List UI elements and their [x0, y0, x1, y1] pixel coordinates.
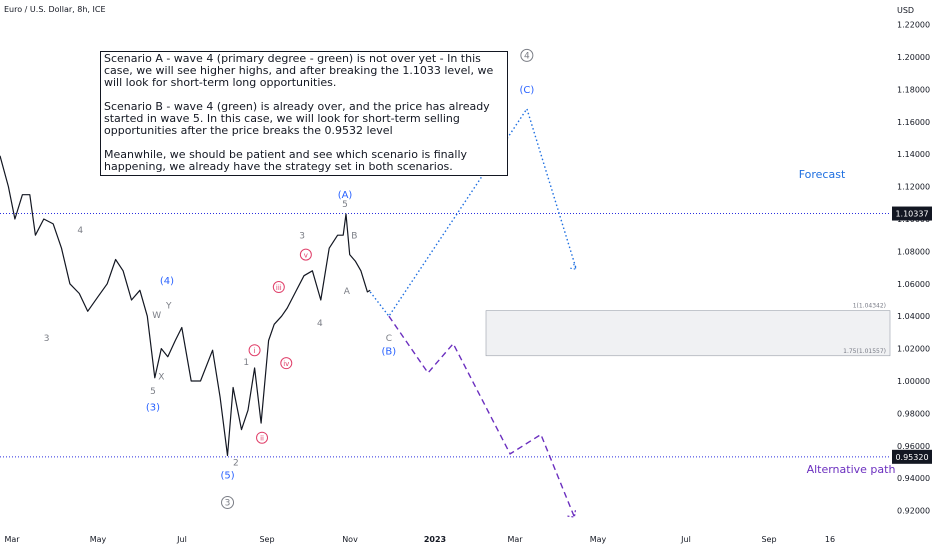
wave-label: v — [304, 251, 308, 259]
scenario-a-text: Scenario A - wave 4 (primary degree - gr… — [104, 52, 494, 89]
symbol-info: Euro / U.S. Dollar, 8h, ICE — [4, 5, 106, 14]
y-tick-label: 1.22000 — [897, 21, 930, 30]
wave-label: (5) — [220, 470, 234, 481]
wave-label: 5 — [150, 387, 156, 397]
wave-label: X — [158, 373, 164, 383]
wave-label-circle — [221, 496, 235, 509]
scenario-note: Scenario A - wave 4 (primary degree - gr… — [100, 51, 508, 176]
y-tick-label: 1.14000 — [897, 150, 930, 159]
y-tick-label: 1.02000 — [897, 345, 930, 354]
wave-label-circle — [280, 357, 293, 370]
wave-label: i — [254, 347, 256, 355]
fib-zone — [485, 310, 891, 357]
wave-label: 3 — [44, 334, 50, 344]
y-tick-label: 0.92000 — [897, 507, 930, 516]
wave-label: W — [152, 311, 161, 321]
y-tick-label: 0.98000 — [897, 409, 930, 418]
wave-label: (C) — [519, 85, 534, 96]
y-tick-label: 1.20000 — [897, 53, 930, 62]
y-tick-label: 1.06000 — [897, 280, 930, 289]
x-tick-label: 16 — [825, 535, 835, 544]
x-tick-label: Sep — [259, 535, 274, 544]
wave-label: (4) — [160, 276, 174, 287]
wave-label: B — [351, 232, 357, 242]
x-tick-label: Sep — [761, 535, 776, 544]
x-tick-label: Jul — [680, 535, 691, 544]
wave-label: 3 — [225, 499, 231, 509]
wave-label-circle — [299, 248, 312, 261]
wave-label-circle — [248, 344, 261, 357]
y-tick-label: 0.96000 — [897, 442, 930, 451]
wave-label: 4 — [524, 52, 530, 62]
price-tag — [892, 206, 932, 221]
wave-label: 3 — [299, 232, 305, 242]
fib-zone-bottom-label: 1.75(1.01557) — [843, 348, 886, 355]
wave-label: (B) — [382, 347, 397, 358]
x-tick-label: Mar — [4, 535, 20, 544]
wave-label: iii — [276, 284, 282, 292]
y-tick-label: 1.08000 — [897, 247, 930, 256]
wave-label: 4 — [317, 319, 323, 329]
fib-zone-top-label: 1(1.04342) — [853, 303, 886, 310]
y-tick-label: 1.12000 — [897, 183, 930, 192]
wave-label: Y — [165, 301, 172, 311]
scenario-b-text: Scenario B - wave 4 (green) is already o… — [104, 100, 490, 137]
currency-label: USD — [897, 6, 914, 15]
wave-label: A — [344, 287, 351, 297]
x-tick-label: May — [590, 535, 607, 544]
y-tick-label: 1.04000 — [897, 312, 930, 321]
x-tick-label: 2023 — [424, 535, 446, 544]
wave-label: ii — [260, 435, 264, 443]
wave-label: 5 — [342, 200, 348, 210]
wave-label: (A) — [338, 190, 353, 201]
wave-label: 4 — [77, 226, 83, 236]
y-tick-label: 1.00000 — [897, 377, 930, 386]
price-line — [0, 155, 371, 457]
wave-label: 2 — [233, 459, 239, 469]
price-tag-label: 1.10337 — [895, 210, 928, 219]
wave-label-circle — [272, 281, 285, 294]
wave-label: C — [386, 334, 392, 344]
y-tick-label: 1.18000 — [897, 85, 930, 94]
wave-label: iv — [283, 360, 289, 368]
y-tick-label: 1.16000 — [897, 118, 930, 127]
forecast-arrowhead — [570, 262, 578, 271]
y-tick-label: 0.94000 — [897, 474, 930, 483]
alternative-path-label: Alternative path — [807, 463, 896, 476]
conclusion-text: Meanwhile, we should be patient and see … — [104, 148, 468, 173]
price-tag — [892, 449, 932, 464]
x-tick-label: Jul — [176, 535, 187, 544]
wave-label: 1 — [243, 358, 249, 368]
forecast-label: Forecast — [799, 168, 846, 181]
x-tick-label: Nov — [342, 535, 358, 544]
wave-label-circle — [256, 431, 269, 444]
x-tick-label: May — [90, 535, 107, 544]
wave-label: (3) — [146, 402, 160, 413]
price-tag-label: 0.95320 — [895, 453, 928, 462]
alternative-path — [388, 315, 576, 518]
x-tick-label: Mar — [507, 535, 523, 544]
wave-label-circle — [520, 48, 534, 62]
